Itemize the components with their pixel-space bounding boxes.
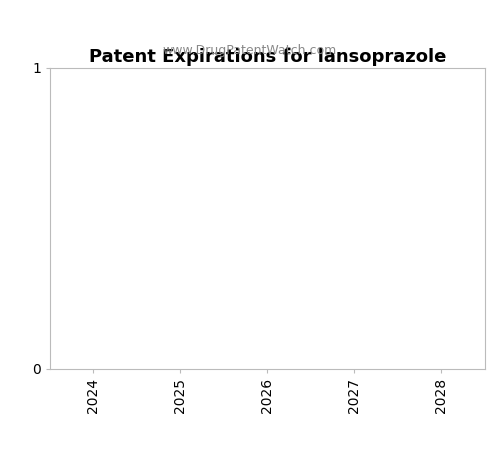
Text: www.DrugPatentWatch.com: www.DrugPatentWatch.com [163, 44, 337, 57]
Title: Patent Expirations for lansoprazole: Patent Expirations for lansoprazole [89, 48, 446, 66]
